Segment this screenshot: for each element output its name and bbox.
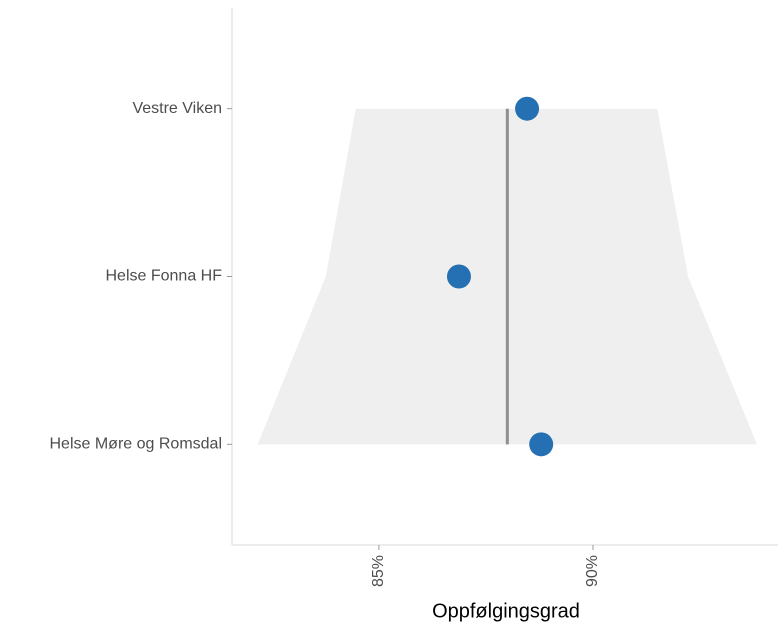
x-axis-title: Oppfølgingsgrad xyxy=(432,600,580,622)
point xyxy=(529,432,554,457)
y-tick-label: Vestre Viken xyxy=(132,100,222,117)
y-tick-label: Helse Møre og Romsdal xyxy=(50,436,223,453)
point xyxy=(446,264,471,289)
x-tick-label: 90% xyxy=(584,555,601,587)
x-tick-label: 85% xyxy=(370,555,387,587)
point xyxy=(515,96,540,121)
y-tick-label: Helse Fonna HF xyxy=(106,268,223,285)
